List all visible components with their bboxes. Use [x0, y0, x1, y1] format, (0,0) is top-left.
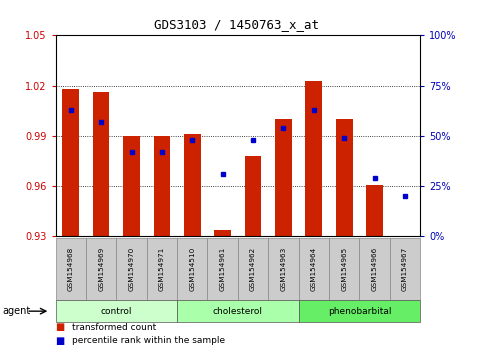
Text: GSM154971: GSM154971	[159, 247, 165, 291]
Text: percentile rank within the sample: percentile rank within the sample	[72, 336, 226, 346]
Text: GSM154966: GSM154966	[371, 247, 378, 291]
Text: control: control	[100, 307, 132, 316]
Text: ■: ■	[56, 322, 65, 332]
Text: ■: ■	[56, 336, 65, 346]
Text: GSM154962: GSM154962	[250, 247, 256, 291]
Bar	[93, 92, 110, 236]
Bar	[245, 156, 261, 236]
Text: GSM154510: GSM154510	[189, 247, 195, 291]
Text: GSM154963: GSM154963	[281, 247, 286, 291]
Text: GSM154965: GSM154965	[341, 247, 347, 291]
Text: phenobarbital: phenobarbital	[327, 307, 391, 316]
Bar	[366, 184, 383, 236]
Bar	[336, 119, 353, 236]
Bar	[214, 230, 231, 236]
Bar	[123, 136, 140, 236]
Bar	[275, 119, 292, 236]
Bar	[305, 81, 322, 236]
Bar	[154, 136, 170, 236]
Text: GSM154967: GSM154967	[402, 247, 408, 291]
Text: GSM154969: GSM154969	[98, 247, 104, 291]
Text: GSM154970: GSM154970	[128, 247, 135, 291]
Text: cholesterol: cholesterol	[213, 307, 263, 316]
Text: GDS3103 / 1450763_x_at: GDS3103 / 1450763_x_at	[154, 18, 319, 31]
Text: GSM154964: GSM154964	[311, 247, 317, 291]
Text: transformed count: transformed count	[72, 323, 156, 332]
Text: GSM154968: GSM154968	[68, 247, 74, 291]
Text: agent: agent	[2, 306, 30, 316]
Text: GSM154961: GSM154961	[220, 247, 226, 291]
Bar	[62, 89, 79, 236]
Bar	[184, 134, 200, 236]
